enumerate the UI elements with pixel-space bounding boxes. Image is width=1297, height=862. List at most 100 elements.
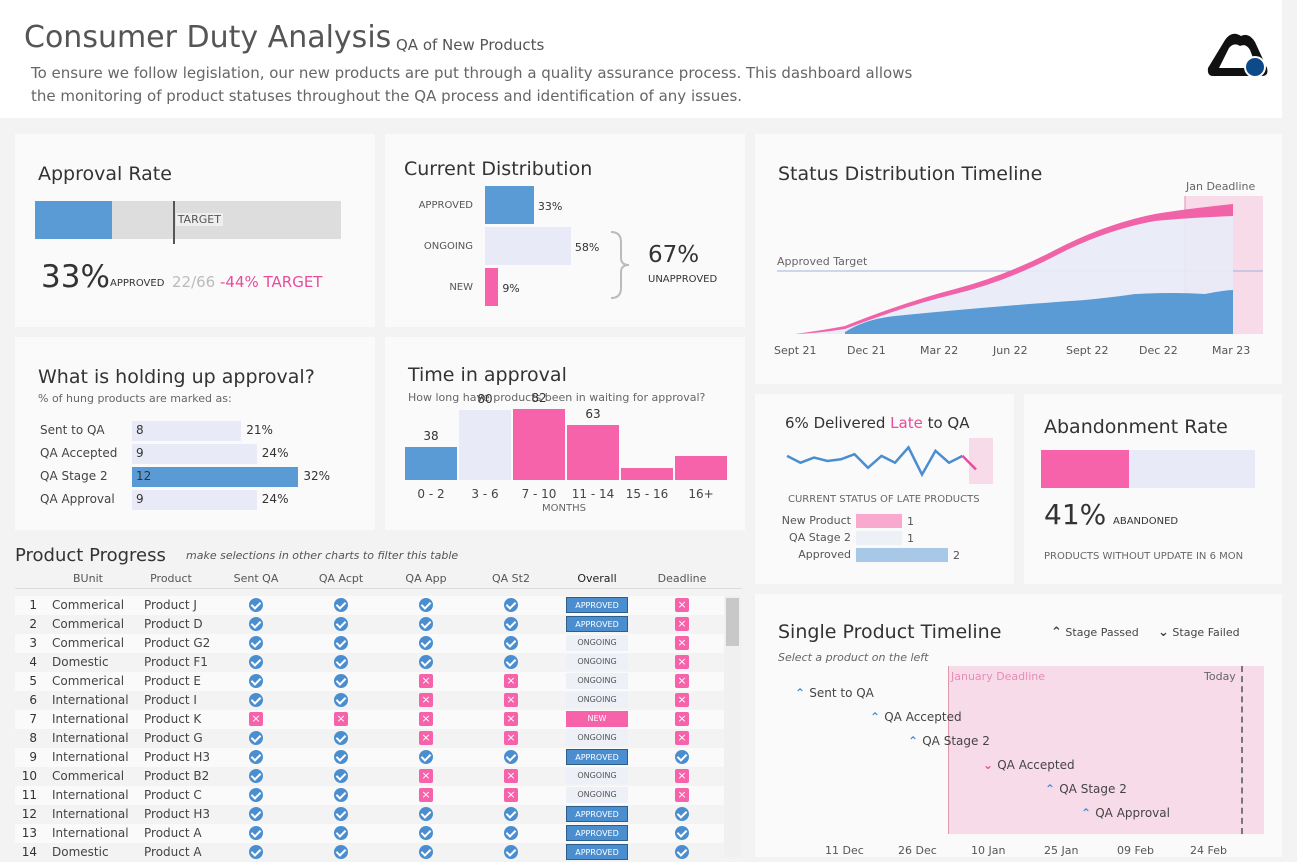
late-status-label: Approved — [798, 548, 851, 561]
today-label: Today — [1204, 670, 1236, 683]
table-header: Product — [150, 572, 192, 585]
status-timeline-chart — [777, 196, 1263, 334]
table-row[interactable] — [15, 634, 724, 653]
time-bar — [621, 467, 673, 480]
timeline-x-label: Mar 22 — [920, 344, 959, 357]
table-row[interactable] — [15, 596, 724, 615]
holding-bar — [132, 467, 299, 487]
cloud-logo-icon — [1207, 33, 1268, 78]
single-product-timeline-card: Single Product Timeline Select a product… — [755, 594, 1282, 857]
legend-stage-passed: ⌃ Stage Passed — [1051, 625, 1139, 640]
row-number: 2 — [29, 617, 37, 631]
table-row[interactable] — [15, 672, 724, 691]
dist-label: APPROVED — [418, 200, 473, 211]
abandonment-label: ABANDONED — [1113, 516, 1179, 527]
table-row[interactable] — [15, 786, 724, 805]
late-status-label: New Product — [781, 514, 851, 527]
time-bar — [675, 455, 727, 480]
check-icon — [334, 598, 348, 612]
dist-bar — [485, 268, 499, 306]
check-icon — [334, 826, 348, 840]
row-bunit: Commerical — [52, 598, 125, 612]
timeline-event-label: QA Stage 2 — [1059, 782, 1127, 796]
check-icon — [675, 750, 689, 764]
table-row[interactable] — [15, 767, 724, 786]
check-icon — [504, 617, 518, 631]
late-status-value: 1 — [907, 515, 914, 528]
cross-icon: × — [675, 769, 689, 783]
late-status-title: CURRENT STATUS OF LATE PRODUCTS — [788, 494, 980, 505]
holding-pct: 24% — [261, 446, 289, 460]
cross-icon: × — [675, 636, 689, 650]
table-row[interactable] — [15, 748, 724, 767]
table-row[interactable] — [15, 653, 724, 672]
timeline-event: ⌃ Sent to QA — [795, 686, 874, 700]
overall-status-badge: APPROVED — [566, 825, 628, 841]
chevron-up-icon: ⌃ — [795, 686, 810, 700]
table-row[interactable] — [15, 710, 724, 729]
table-header: Overall — [577, 572, 617, 585]
current-distribution-title: Current Distribution — [404, 158, 593, 180]
single-timeline-title: Single Product Timeline — [778, 621, 1002, 643]
row-bunit: International — [52, 712, 129, 726]
table-scrollbar[interactable] — [724, 596, 741, 857]
row-bunit: International — [52, 807, 129, 821]
cross-icon: × — [675, 693, 689, 707]
table-row[interactable] — [15, 691, 724, 710]
legend-pass-label: Stage Passed — [1065, 626, 1139, 639]
row-number: 13 — [21, 826, 37, 840]
holding-count: 9 — [136, 492, 144, 506]
dist-bar — [485, 227, 571, 265]
check-icon — [504, 598, 518, 612]
check-icon — [334, 674, 348, 688]
check-icon — [675, 826, 689, 840]
overall-status-badge: APPROVED — [566, 806, 628, 822]
cross-icon: × — [504, 674, 518, 688]
approval-rate-card: Approval Rate TARGET 33% APPROVED 22/66 … — [15, 134, 375, 327]
holding-pct: 21% — [246, 423, 273, 437]
current-distribution-card: Current Distribution APPROVED 33% ONGOING 5… — [385, 134, 745, 327]
row-product: Product H3 — [144, 750, 211, 764]
row-number: 7 — [29, 712, 37, 726]
abandonment-title: Abandonment Rate — [1044, 416, 1228, 438]
row-number: 9 — [29, 750, 37, 764]
check-icon — [334, 636, 348, 650]
row-bunit: Domestic — [52, 845, 109, 859]
cross-icon: × — [675, 674, 689, 688]
check-icon — [334, 750, 348, 764]
scrollbar-thumb[interactable] — [726, 598, 739, 646]
check-icon — [334, 693, 348, 707]
page-subtitle: QA of New Products — [396, 36, 545, 54]
timeline-event-label: QA Accepted — [884, 710, 962, 724]
check-icon — [419, 807, 433, 821]
single-timeline-x-label: 09 Feb — [1117, 844, 1154, 857]
table-row[interactable] — [15, 615, 724, 634]
chevron-up-icon: ⌃ — [1051, 625, 1062, 640]
row-product: Product A — [144, 845, 202, 859]
holding-up-subtitle: % of hung products are marked as: — [38, 392, 232, 405]
dist-label: NEW — [449, 282, 473, 293]
timeline-event: ⌃ QA Approval — [1081, 806, 1170, 820]
table-header: BUnit — [73, 572, 103, 585]
check-icon — [504, 845, 518, 859]
row-product: Product J — [144, 598, 197, 612]
check-icon — [419, 598, 433, 612]
table-row[interactable] — [15, 805, 724, 824]
holding-label: QA Stage 2 — [40, 469, 108, 483]
late-highlight-band — [969, 438, 993, 484]
time-bar-label: 15 - 16 — [625, 487, 669, 501]
abandonment-card: Abandonment Rate 41% ABANDONED PRODUCTS … — [1024, 394, 1282, 584]
table-row[interactable] — [15, 824, 724, 843]
cross-icon: × — [675, 598, 689, 612]
january-deadline-label: January Deadline — [951, 670, 1046, 683]
row-bunit: International — [52, 750, 129, 764]
time-bar — [513, 408, 565, 480]
holding-label: QA Accepted — [40, 446, 118, 460]
row-number: 6 — [29, 693, 37, 707]
table-row[interactable] — [15, 729, 724, 748]
check-icon — [675, 845, 689, 859]
january-deadline-line — [948, 666, 949, 834]
check-icon — [419, 655, 433, 669]
table-header: QA St2 — [492, 572, 530, 585]
cross-icon: × — [419, 769, 433, 783]
